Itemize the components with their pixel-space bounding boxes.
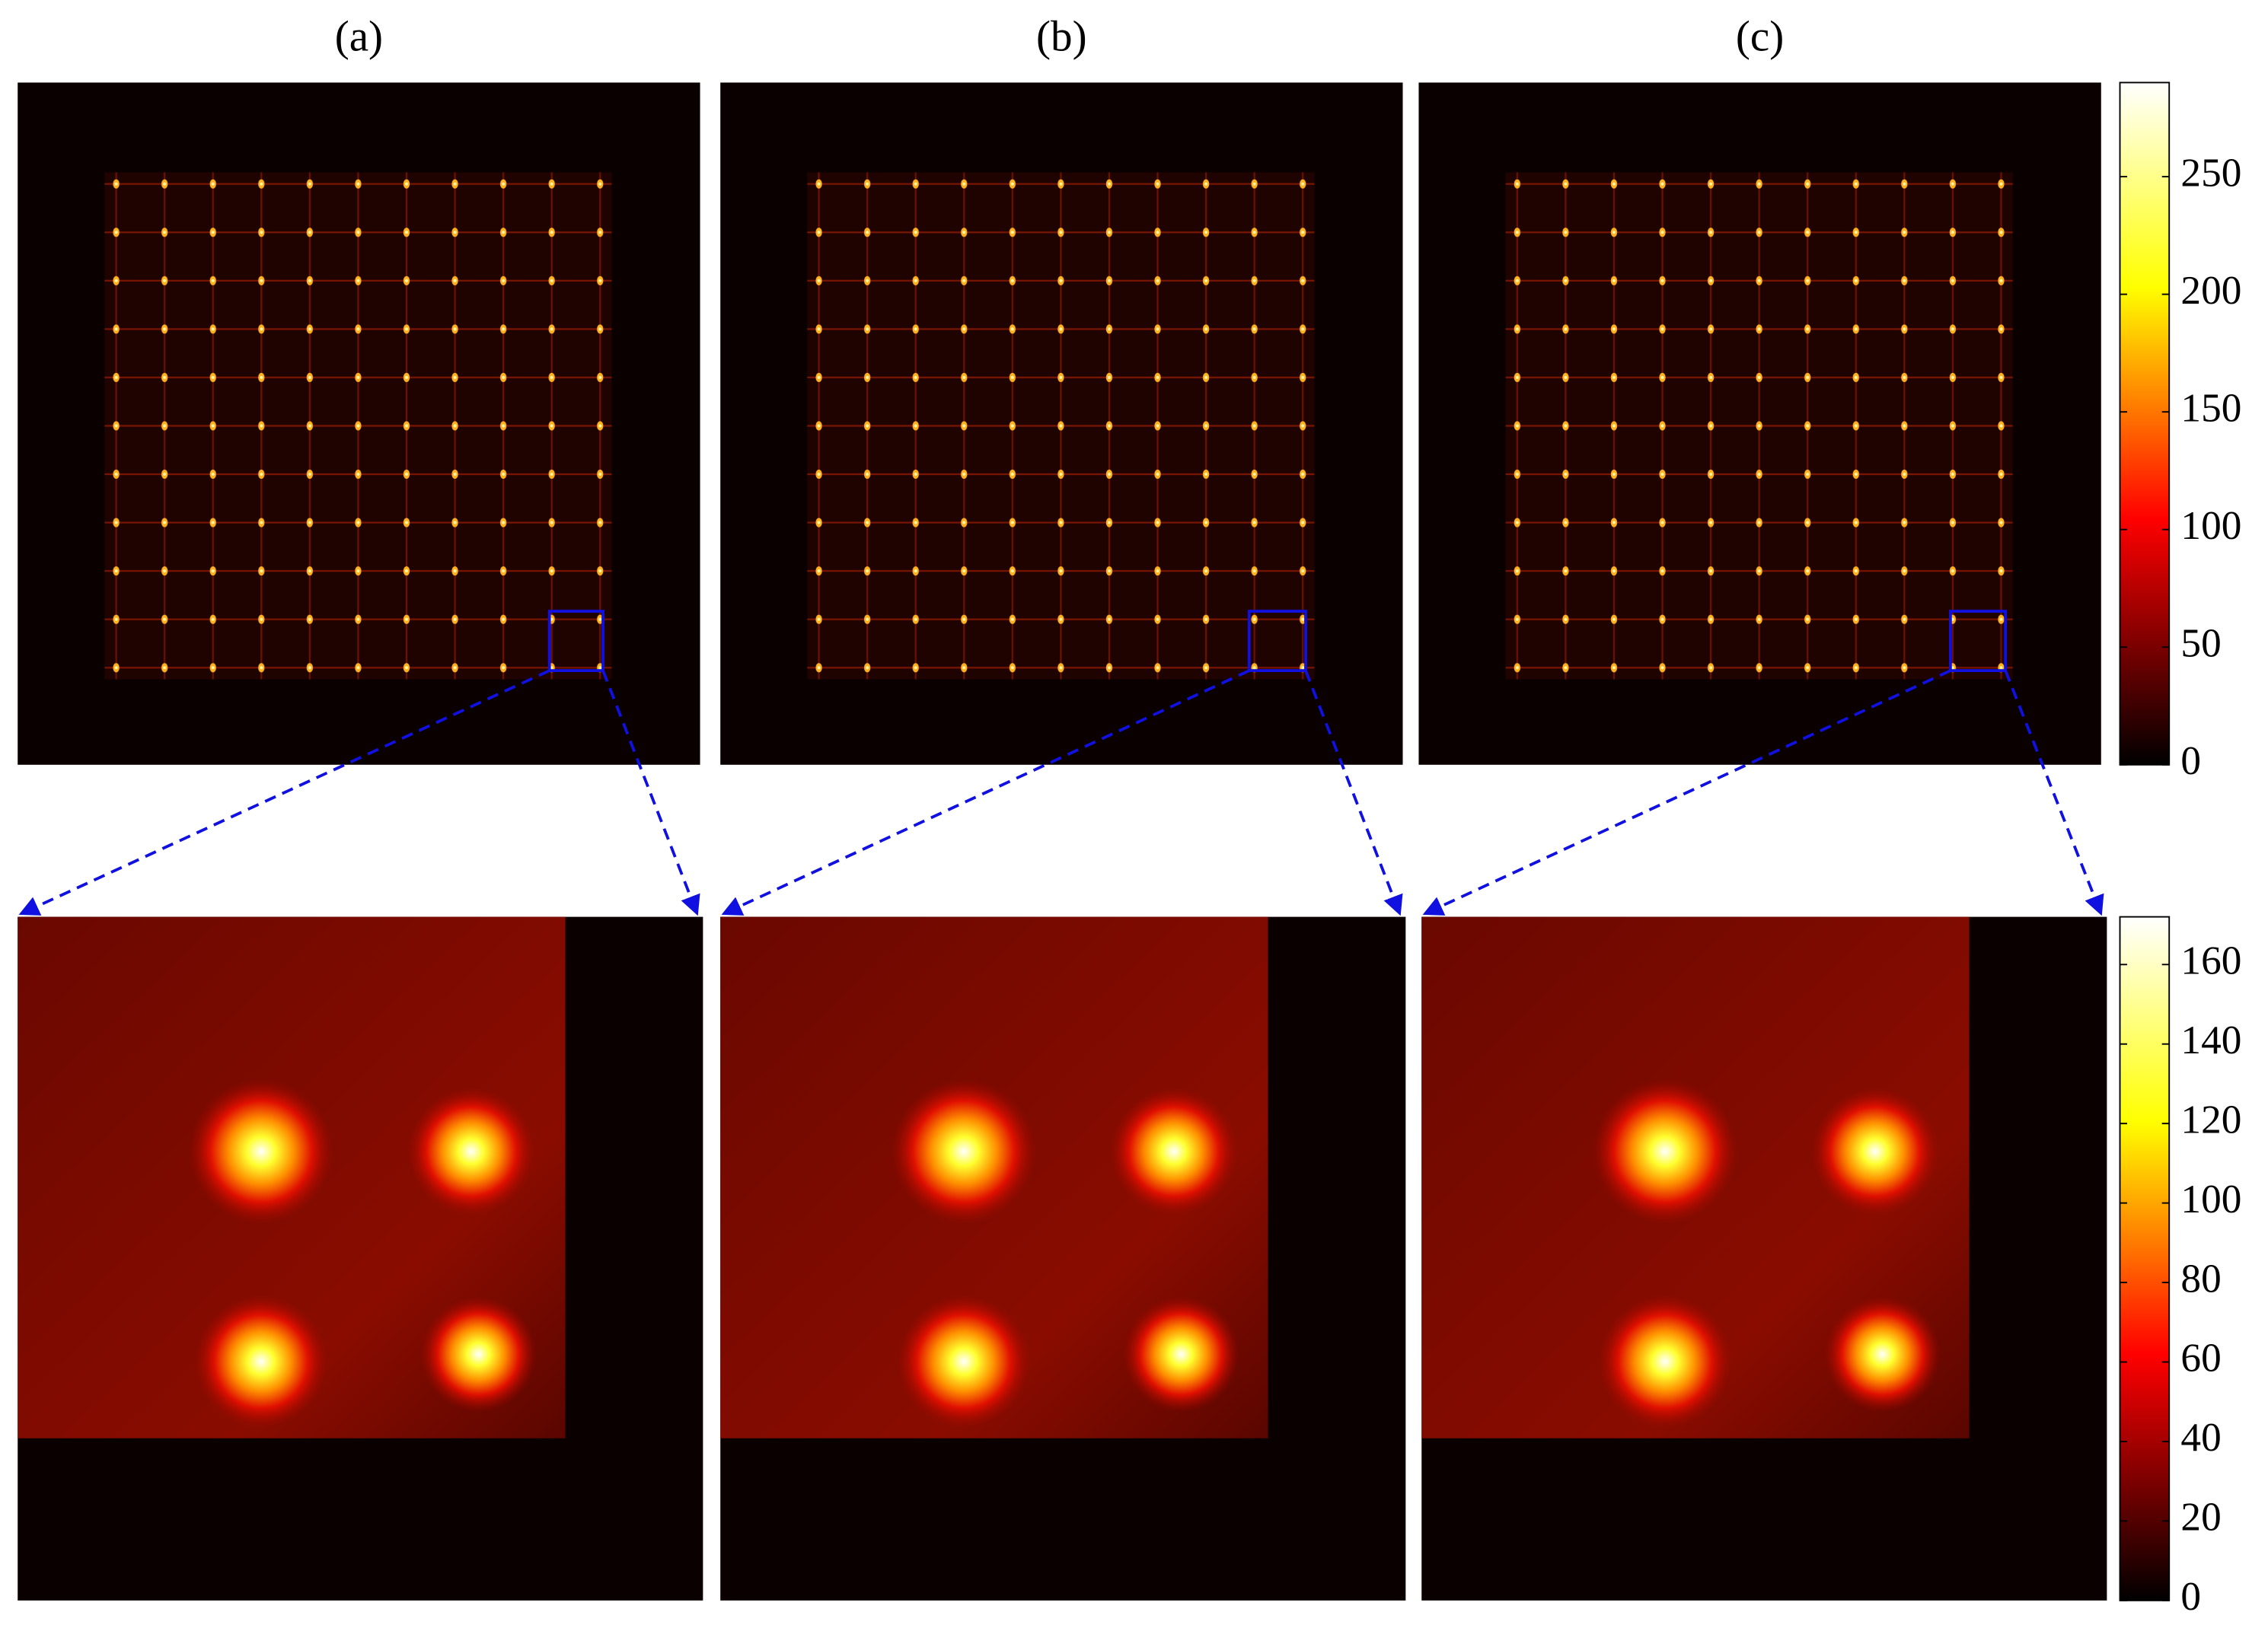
zoom-box <box>1247 610 1307 673</box>
zoom-arrow <box>18 669 550 916</box>
zoom-image <box>18 916 703 1601</box>
spot <box>1824 1296 1941 1413</box>
top-image <box>1418 82 2101 765</box>
colorbar-tick-label: 60 <box>2180 1336 2221 1381</box>
colorbar-tick-label: 100 <box>2180 1177 2241 1222</box>
colorbar-tick-label: 20 <box>2180 1495 2221 1540</box>
colorbar-tick-label: 250 <box>2180 150 2241 195</box>
colorbar-tick-label: 100 <box>2180 503 2241 548</box>
colorbar-tick-label: 0 <box>2180 738 2201 783</box>
panel-label: (c) <box>1736 12 1784 60</box>
spot-grid <box>807 172 1315 680</box>
spot <box>1598 1295 1732 1429</box>
zoom-box <box>1948 610 2008 673</box>
spot <box>407 1088 535 1215</box>
top-image <box>720 82 1403 765</box>
colorbar <box>2119 916 2171 1601</box>
spot <box>1110 1088 1238 1215</box>
spot <box>194 1295 328 1429</box>
spot <box>420 1296 537 1413</box>
zoom-image <box>1421 916 2107 1601</box>
colorbar-tick-label: 40 <box>2180 1415 2221 1460</box>
top-image <box>18 82 700 765</box>
spot <box>1123 1296 1239 1413</box>
zoom-arrow <box>721 669 1250 916</box>
colorbar-tick-label: 150 <box>2180 385 2241 430</box>
spot <box>188 1078 334 1225</box>
zoom-arrow <box>601 670 700 916</box>
spot-grid <box>1505 172 2013 680</box>
colorbar-tick-label: 160 <box>2180 938 2241 983</box>
spot <box>891 1078 1037 1225</box>
zoom-arrow <box>1304 670 1403 916</box>
spot-grid <box>104 172 612 680</box>
spot <box>897 1295 1031 1429</box>
colorbar <box>2119 81 2171 766</box>
colorbar-tick-label: 120 <box>2180 1097 2241 1142</box>
spot <box>1811 1088 1939 1215</box>
colorbar-tick-label: 50 <box>2180 620 2221 665</box>
colorbar-tick-label: 80 <box>2180 1256 2221 1301</box>
panel-label: (a) <box>335 12 383 60</box>
panel-label: (b) <box>1036 12 1087 60</box>
colorbar-tick-label: 200 <box>2180 268 2241 313</box>
colorbar-tick-label: 140 <box>2180 1018 2241 1063</box>
zoom-arrow <box>1422 669 1951 916</box>
colorbar-tick-label: 0 <box>2180 1574 2201 1619</box>
zoom-arrow <box>2004 670 2104 916</box>
zoom-image <box>720 916 1406 1601</box>
zoom-box <box>547 610 604 673</box>
spot <box>1592 1078 1738 1225</box>
